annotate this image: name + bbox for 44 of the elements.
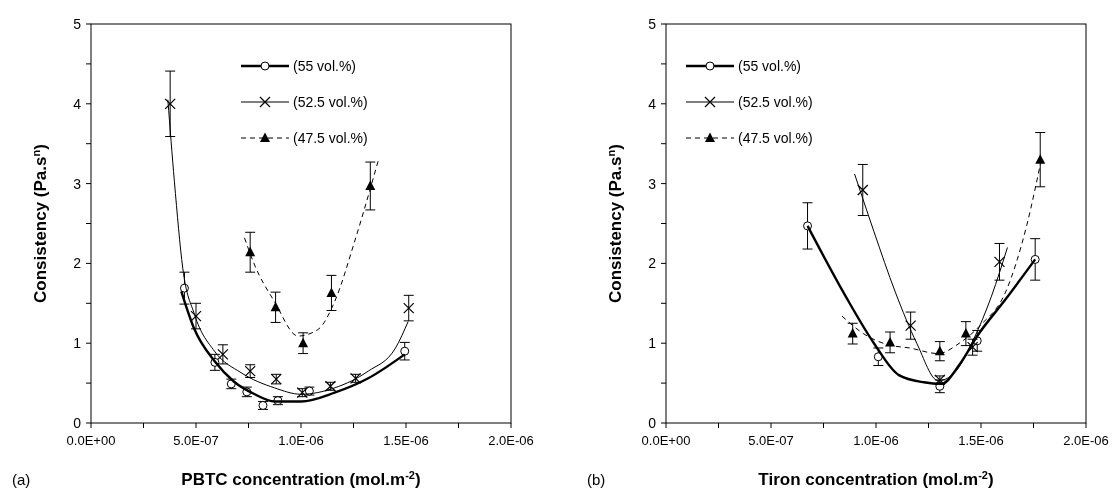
point [857, 184, 869, 196]
point [403, 302, 415, 314]
x-tick-label: 1.5E-06 [383, 433, 429, 448]
x-tick-label: 0.0E+00 [66, 433, 116, 448]
y-tick-label: 4 [648, 95, 657, 112]
point [1035, 154, 1046, 164]
y-tick-label: 3 [648, 175, 657, 192]
x-tick-label: 1.0E-06 [278, 433, 324, 448]
y-tick-label: 1 [73, 335, 82, 352]
point [993, 256, 1006, 268]
legend-label: (55 vol.%) [738, 58, 802, 74]
y-tick-label: 2 [648, 255, 657, 272]
x-axis-title: Tiron concentration (mol.m$^{-2}$) [758, 469, 994, 489]
point [298, 337, 309, 348]
y-tick-label: 1 [648, 335, 657, 352]
point [400, 346, 410, 356]
point [326, 287, 337, 297]
y-tick-label: 2 [73, 255, 82, 272]
point [960, 328, 971, 338]
y-tick-label: 3 [73, 175, 82, 192]
point [217, 348, 229, 360]
x-tick-label: 1.0E-06 [853, 433, 899, 448]
point [847, 328, 858, 338]
legend-label: (47.5 vol.%) [738, 130, 813, 146]
legend-label: (52.5 vol.%) [293, 94, 368, 110]
x-axis-title: PBTC concentration (mol.m$^{-2}$) [181, 469, 421, 489]
text: (a) [12, 471, 31, 488]
x-tick-label: 2.0E-06 [1063, 433, 1109, 448]
x-tick-label: 1.5E-06 [958, 433, 1004, 448]
y-tick-label: 5 [648, 16, 657, 32]
point [190, 310, 202, 322]
y-tick-label: 0 [648, 415, 657, 431]
legend-label: (52.5 vol.%) [738, 94, 813, 110]
legend-label: (55 vol.%) [293, 58, 357, 74]
text: (b) [587, 471, 606, 488]
x-tick-label: 5.0E-07 [748, 433, 794, 448]
y-tick-label: 5 [73, 16, 82, 32]
x-tick-label: 5.0E-07 [173, 433, 219, 448]
y-tick-label: 4 [73, 95, 82, 112]
x-tick-label: 2.0E-06 [488, 433, 534, 448]
y-tick-label: 0 [73, 415, 82, 431]
legend-label: (47.5 vol.%) [293, 130, 368, 146]
x-tick-label: 0.0E+00 [641, 433, 691, 448]
point [905, 320, 917, 332]
